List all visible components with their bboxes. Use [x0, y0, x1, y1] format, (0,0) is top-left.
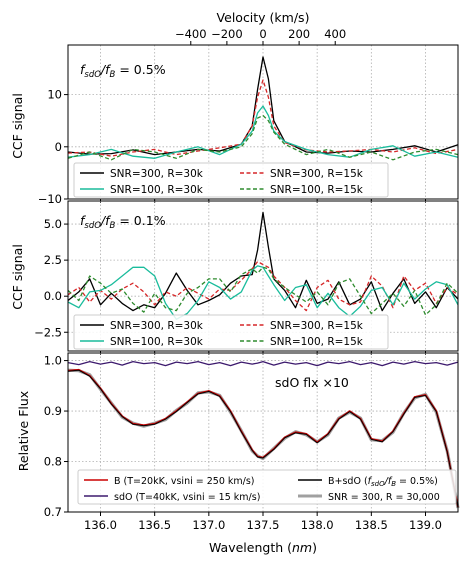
middle-panel-annotation: fsdO/fB = 0.1%: [80, 213, 166, 231]
legend-frame: [77, 469, 457, 505]
panel-bottom: 1.0 0.9 0.8 0.7 136.0 136.5 137.0 137.5 138.0 138…: [44, 352, 460, 532]
top-velocity-ticks: −400 −200 0 200 400: [175, 27, 346, 45]
top-velocity-tick-label: −200: [211, 27, 243, 41]
series-line: [67, 266, 459, 316]
legend-top: SNR=300, R=30k SNR=300, R=15k SNR=100, R=3…: [73, 162, 389, 198]
series-line: [67, 105, 459, 159]
legend-label: SNR = 300, R = 30,000: [328, 492, 440, 503]
y-tick-label: 0: [55, 140, 62, 154]
series-line: [67, 114, 459, 161]
bottom-ylabel: Relative Flux: [16, 391, 31, 471]
y-tick-label: 0.9: [44, 404, 62, 418]
legend-frame: [73, 162, 389, 198]
middle-ylabel: CCF signal: [10, 244, 25, 310]
bottom-panel-note: sdO flx ×10: [275, 375, 349, 390]
legend-label: SNR=100, R=15k: [270, 336, 364, 348]
series-line-overlay: [67, 369, 459, 508]
series-line: [67, 360, 459, 367]
legend-label: SNR=300, R=30k: [110, 168, 204, 180]
series-line: [67, 260, 459, 312]
top-velocity-tick-label: 400: [324, 27, 346, 41]
y-tick-label: 0.8: [44, 455, 62, 469]
legend-label: B+sdO (fsdO/fB = 0.5%): [328, 476, 438, 488]
top-panel-annotation: fsdO/fB = 0.5%: [80, 62, 166, 80]
legend-label: SNR=300, R=15k: [270, 320, 364, 332]
legend-bottom: B (T=20kK, vsini = 250 km/s) B+sdO (fsdO/…: [77, 469, 457, 505]
bottom-xlabel: Wavelength (nm): [209, 540, 317, 555]
x-tick-label: 136.0: [84, 518, 117, 532]
x-tick-label: 138.5: [355, 518, 388, 532]
series-line: [67, 79, 459, 157]
legend-label: B (T=20kK, vsini = 250 km/s): [114, 476, 255, 487]
y-tick-label: −10: [38, 192, 62, 206]
legend-label: SNR=100, R=30k: [110, 184, 204, 196]
top-axis-title: Velocity (km/s): [217, 10, 310, 25]
legend-label: SNR=100, R=15k: [270, 184, 364, 196]
series-line: [67, 56, 459, 156]
legend-label: SNR=300, R=15k: [270, 168, 364, 180]
y-tick-label: 1.0: [44, 354, 62, 368]
legend-label: SNR=100, R=30k: [110, 336, 204, 348]
y-tick-label: 2.5: [44, 253, 62, 267]
panel-middle: 5.0 2.5 0.0 −2.5: [34, 200, 459, 355]
legend-frame: [73, 314, 389, 350]
series-line: [67, 265, 459, 320]
x-tick-label: 139.0: [409, 518, 442, 532]
top-ylabel: CCF signal: [10, 93, 25, 159]
x-tick-label: 137.5: [247, 518, 280, 532]
legend-label: sdO (T=40kK, vsini = 15 km/s): [114, 492, 260, 503]
legend-label: SNR=300, R=30k: [110, 320, 204, 332]
x-tick-label: 138.0: [301, 518, 334, 532]
x-tick-label: 137.0: [192, 518, 225, 532]
y-tick-label: 10: [47, 88, 62, 102]
top-velocity-tick-label: −400: [175, 27, 207, 41]
y-tick-label: −2.5: [34, 325, 62, 339]
top-velocity-tick-label: 0: [259, 27, 266, 41]
y-tick-label: 5.0: [44, 217, 62, 231]
y-tick-label: 0.0: [44, 289, 62, 303]
top-velocity-tick-label: 200: [288, 27, 310, 41]
legend-middle: SNR=300, R=30k SNR=300, R=15k SNR=100, R=3…: [73, 314, 389, 350]
x-tick-label: 136.5: [138, 518, 171, 532]
y-tick-label: 0.7: [44, 505, 62, 519]
